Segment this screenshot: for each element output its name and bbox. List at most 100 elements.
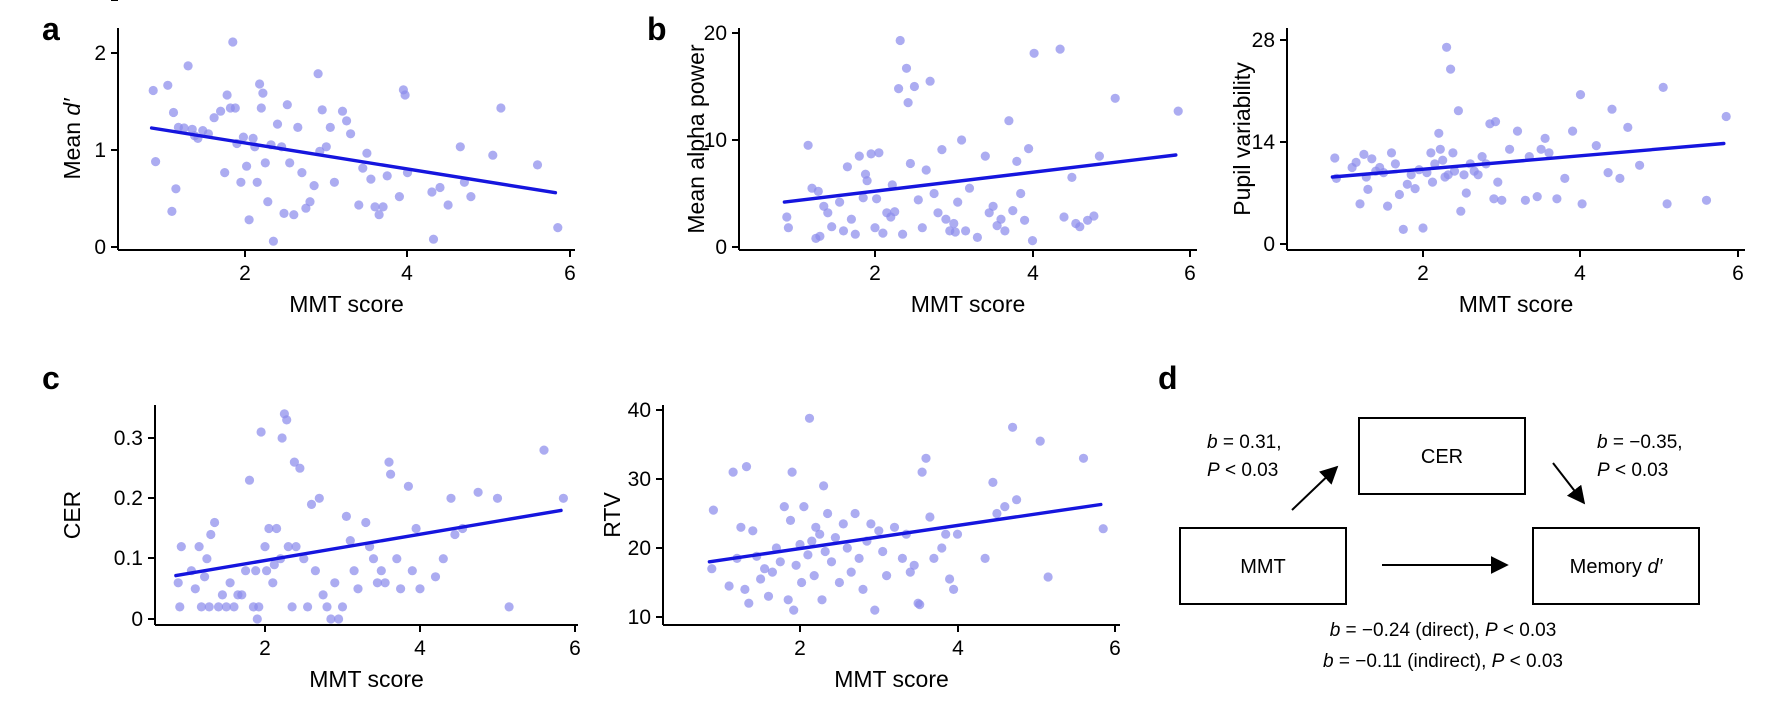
data-point [466,192,476,202]
data-point [724,581,734,591]
label-mmt-cer-p-value: < 0.03 [1220,460,1279,481]
chart-mean-d-prime: 2 4 6 0 1 2 3 MMT score Mean d′ [59,0,576,317]
data-point [473,487,483,497]
data-point [450,529,460,540]
y-tick-label: 0.3 [114,427,143,450]
data-point [322,602,332,612]
data-point [1355,199,1365,209]
data-point [740,584,750,595]
data-point [230,103,240,113]
label-direct-p: P [1485,620,1498,641]
data-point [1098,524,1108,534]
data-point [728,467,738,477]
data-point [862,176,872,186]
data-point [1446,64,1456,74]
data-point [1398,224,1408,234]
data-point [1536,144,1546,154]
data-point [804,413,815,423]
x-tick-label: 4 [401,262,413,285]
data-point [950,227,960,237]
data-point [248,133,258,143]
data-point [996,214,1006,224]
data-point [870,605,880,615]
data-point [329,177,339,187]
regression-line [174,508,563,578]
data-point [736,522,746,532]
data-point [317,105,327,115]
data-point [345,536,355,546]
data-point [167,206,177,216]
data-point [446,493,456,503]
data-point [1418,223,1428,233]
data-point [289,457,299,467]
data-point [850,229,860,239]
data-point [1540,133,1550,143]
y-tick-label: 0.1 [114,547,143,570]
panel-letter-b: b [647,11,667,47]
data-point [1043,572,1053,582]
data-point [898,229,908,239]
data-point [783,223,794,233]
data-point [303,602,313,612]
data-point [1035,436,1045,446]
data-point [282,100,292,110]
data-point [1394,189,1404,200]
data-point [272,119,283,129]
x-tick-label: 6 [564,262,576,285]
data-point [455,142,465,152]
data-point [305,197,315,207]
data-point [878,228,888,238]
data-point [1477,152,1487,162]
data-point [361,517,371,528]
data-point [809,571,819,581]
data-point [827,222,837,232]
data-point [306,499,317,509]
data-point [200,572,210,582]
label-mmt-cer-pvalue: P < 0.03 [1207,460,1278,481]
data-point [889,522,900,532]
data-point [1075,222,1085,232]
data-point [913,195,923,205]
data-point [1453,106,1463,116]
data-point [949,218,959,229]
data-point [277,433,287,443]
data-point [842,543,852,553]
data-point [244,215,254,225]
data-point [392,554,402,564]
memory-box-label: Memory d′ [1570,556,1664,578]
data-point [817,595,827,605]
data-point [342,116,352,126]
data-point [756,574,766,584]
x-tick-label: 4 [1574,262,1586,285]
data-point [980,151,990,161]
label-cer-memory-p: P [1597,460,1610,481]
data-point [909,81,920,92]
label-cer-memory-p-value: < 0.03 [1610,460,1669,481]
data-point [221,602,231,612]
label-cer-memory-pvalue: P < 0.03 [1597,460,1668,481]
data-point [992,508,1002,519]
data-point [209,113,219,123]
data-point [787,467,797,477]
regression-line [707,502,1103,564]
data-point [176,542,186,552]
data-point [850,508,860,519]
y-tick-label: 0 [1263,233,1275,256]
data-point [895,35,905,46]
data-point [803,550,813,560]
data-point [334,614,344,624]
data-point [415,584,425,594]
label-direct-p-value: < 0.03 [1498,620,1557,641]
data-point [256,103,266,113]
data-point [1532,192,1542,202]
data-point [1094,151,1104,161]
data-point [763,591,774,601]
data-point [496,103,506,113]
x-tick-label: 2 [794,637,806,660]
data-point [1000,502,1010,512]
data-point [803,140,813,150]
data-point [492,493,503,503]
data-point [1490,117,1501,127]
data-point [190,584,200,594]
